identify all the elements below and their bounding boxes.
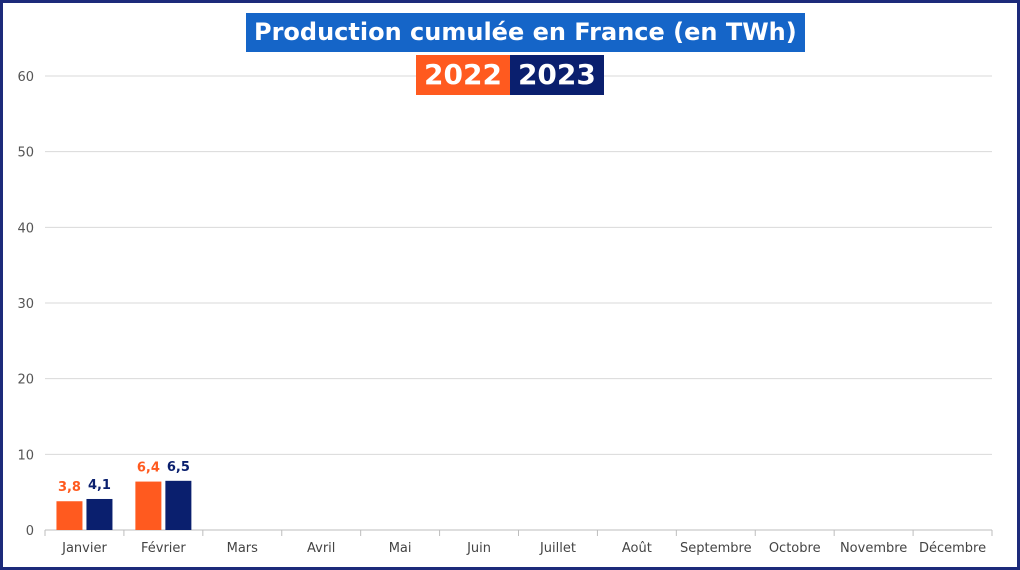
data-label: 6,4	[137, 461, 160, 476]
y-tick-label: 0	[26, 524, 34, 539]
x-tick-label: Septembre	[680, 541, 752, 556]
x-tick-label: Juillet	[539, 541, 576, 556]
data-label: 6,5	[167, 460, 190, 475]
y-tick-label: 10	[17, 448, 34, 463]
x-tick-label: Octobre	[769, 541, 821, 556]
chart-title: Production cumulée en France (en TWh)	[246, 13, 805, 52]
x-tick-label: Août	[622, 541, 652, 556]
data-label: 4,1	[88, 478, 111, 493]
y-tick-label: 20	[17, 373, 34, 388]
bar-2022	[135, 481, 162, 530]
y-tick-label: 50	[17, 146, 34, 161]
x-tick-label: Mars	[227, 541, 259, 556]
data-label: 3,8	[58, 480, 81, 495]
x-tick-label: Novembre	[840, 541, 907, 556]
x-tick-label: Décembre	[919, 541, 986, 556]
bar-2022	[56, 501, 83, 530]
y-tick-label: 60	[17, 70, 34, 85]
y-tick-label: 40	[17, 221, 34, 236]
bar-2023	[165, 480, 192, 530]
x-tick-label: Mai	[389, 541, 412, 556]
y-tick-label: 30	[17, 297, 34, 312]
x-tick-label: Avril	[307, 541, 335, 556]
bar-2023	[86, 498, 113, 530]
x-tick-label: Février	[141, 541, 186, 556]
legend: 2022 2023	[416, 55, 604, 95]
x-tick-label: Janvier	[61, 541, 107, 556]
x-tick-label: Juin	[466, 541, 491, 556]
legend-item-2023: 2023	[509, 55, 604, 95]
legend-item-2022: 2022	[416, 55, 510, 95]
